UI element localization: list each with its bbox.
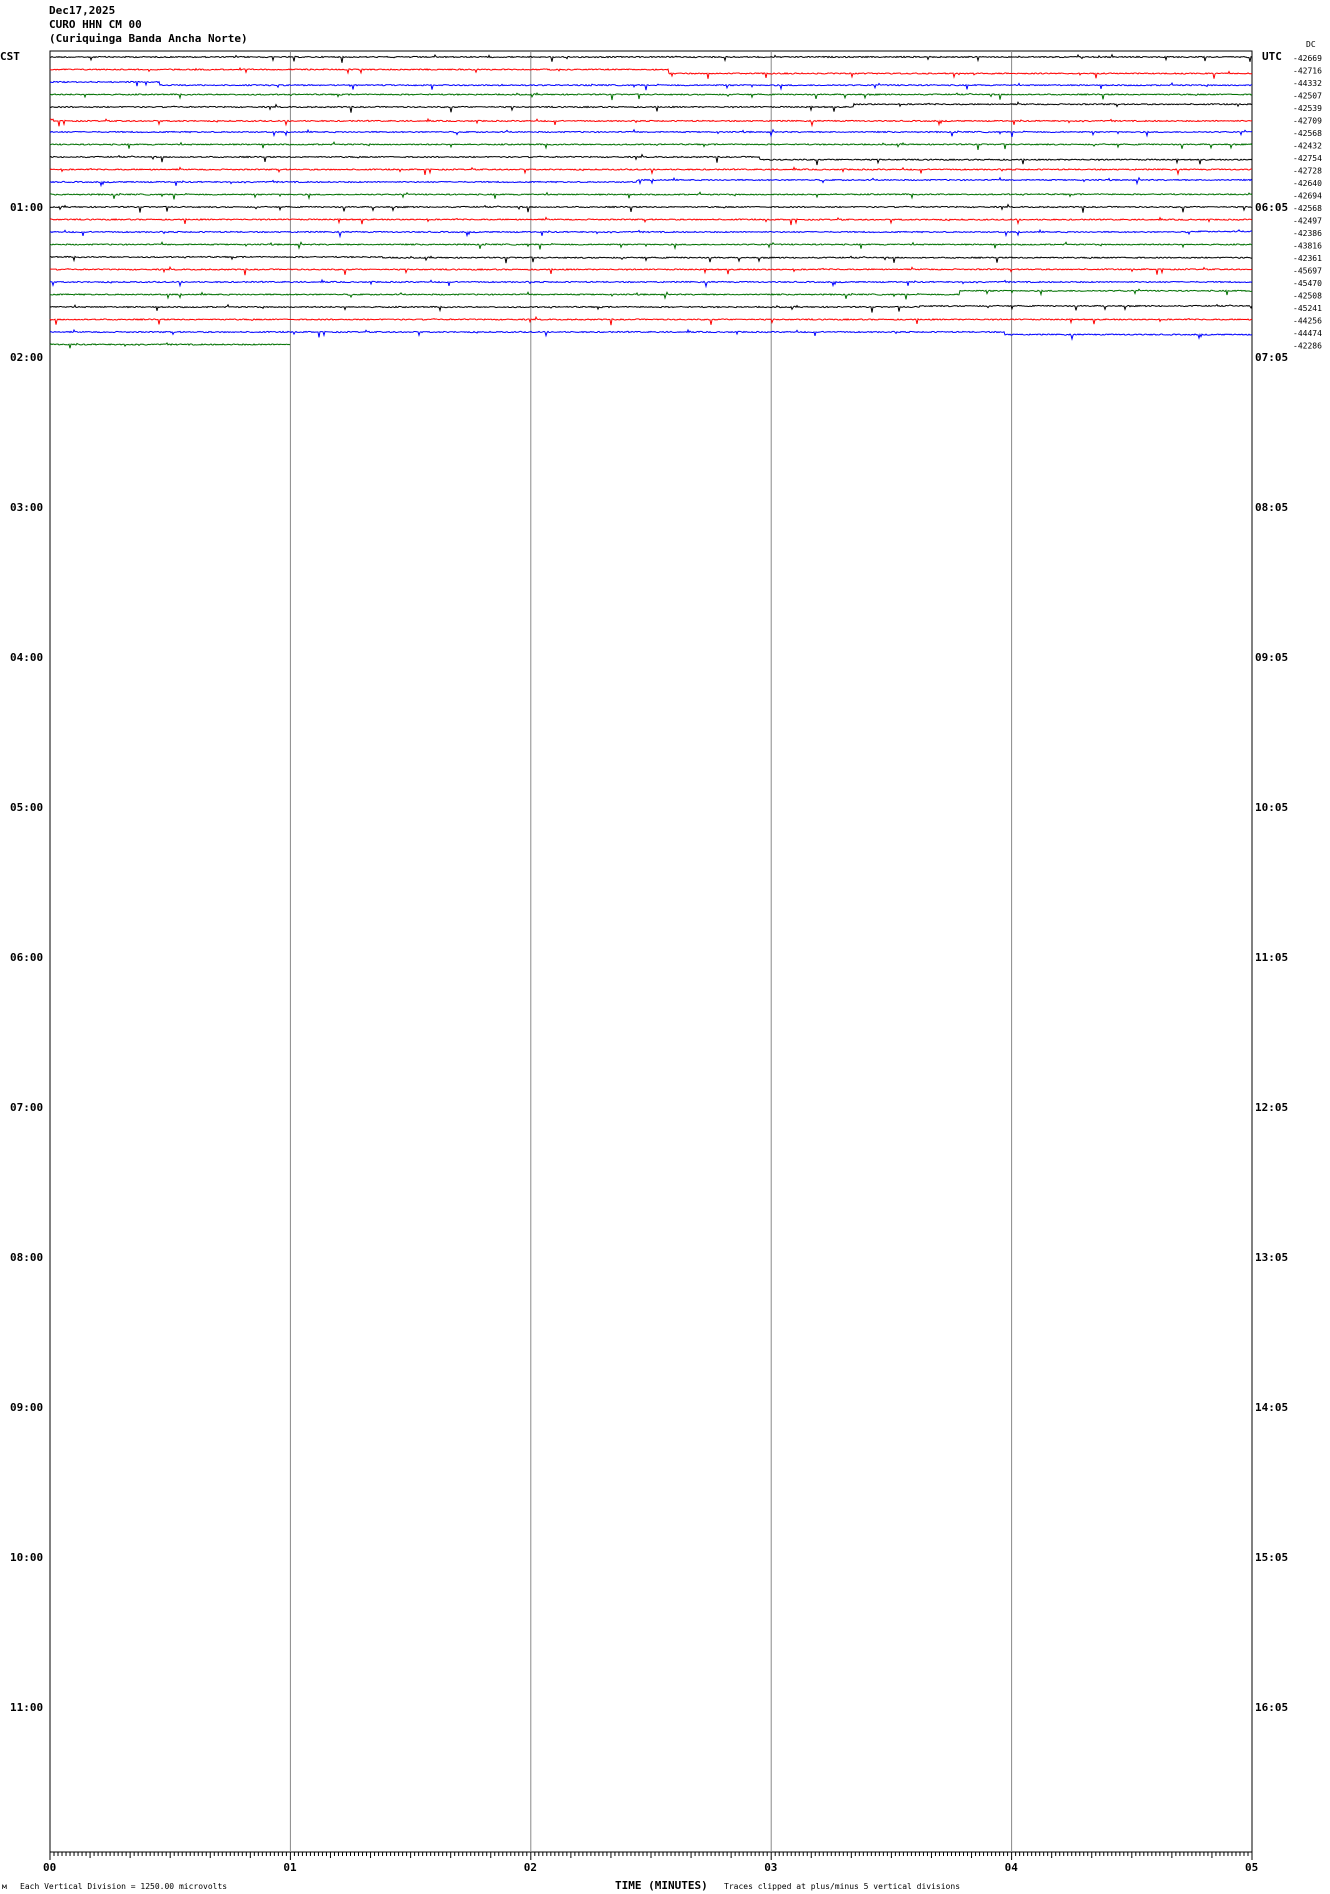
x-tick-label: 05 [1245, 1861, 1258, 1874]
trace-8 [49, 153, 1253, 166]
x-axis-title: TIME (MINUTES) [615, 1879, 708, 1892]
dc-offset-label: -42497 [1293, 217, 1322, 226]
dc-label: DC [1306, 40, 1316, 49]
dc-offset-label: -45697 [1293, 267, 1322, 276]
trace-1 [49, 67, 1253, 79]
dc-offset-label: -44332 [1293, 79, 1322, 88]
trace-14 [49, 228, 1253, 239]
trace-19 [49, 288, 1253, 300]
trace-4 [49, 101, 1253, 113]
trace-22 [49, 328, 1253, 341]
dc-offset-label: -42694 [1293, 192, 1322, 201]
trace-12 [49, 203, 1253, 213]
dc-offset-label: -42640 [1293, 179, 1322, 188]
left-hour-label: 07:00 [10, 1101, 43, 1114]
dc-offset-label: -42716 [1293, 67, 1322, 76]
left-hour-label: 08:00 [10, 1251, 43, 1264]
trace-23 [49, 342, 291, 349]
right-hour-label: 16:05 [1255, 1701, 1288, 1714]
dc-offset-label: -42754 [1293, 154, 1322, 163]
station-name: (Curiquinga Banda Ancha Norte) [49, 32, 248, 45]
left-hour-label: 11:00 [10, 1701, 43, 1714]
dc-offset-label: -42286 [1293, 342, 1322, 351]
right-hour-label: 09:05 [1255, 651, 1288, 664]
right-hour-label: 06:05 [1255, 201, 1288, 214]
scale-note: Each Vertical Division = 1250.00 microvo… [20, 1882, 228, 1891]
trace-7 [49, 141, 1253, 150]
x-tick-label: 01 [283, 1861, 297, 1874]
dc-offset-label: -44474 [1293, 329, 1322, 338]
right-hour-label: 15:05 [1255, 1551, 1288, 1564]
x-tick-label: 04 [1005, 1861, 1019, 1874]
trace-6 [49, 128, 1253, 138]
trace-16 [50, 255, 1253, 264]
x-tick-label: 03 [764, 1861, 777, 1874]
station-code: CURO HHN CM 00 [49, 18, 142, 31]
left-hour-label: 10:00 [10, 1551, 43, 1564]
trace-15 [49, 241, 1253, 251]
left-timezone-label: CST [0, 50, 20, 63]
dc-offset-label: -42361 [1293, 254, 1322, 263]
right-hour-label: 11:05 [1255, 951, 1288, 964]
trace-0 [50, 53, 1252, 63]
dc-offset-label: -42669 [1293, 54, 1322, 63]
left-hour-label: 06:00 [10, 951, 43, 964]
right-hour-label: 13:05 [1255, 1251, 1288, 1264]
left-hour-label: 01:00 [10, 201, 43, 214]
right-hour-label: 12:05 [1255, 1101, 1288, 1114]
dc-offset-label: -43816 [1293, 242, 1322, 251]
trace-17 [49, 265, 1253, 276]
dc-offset-label: -42507 [1293, 92, 1322, 101]
dc-offset-label: -42709 [1293, 117, 1322, 126]
left-hour-label: 09:00 [10, 1401, 43, 1414]
left-hour-label: 04:00 [10, 651, 43, 664]
right-hour-label: 14:05 [1255, 1401, 1288, 1414]
trace-9 [49, 166, 1252, 176]
trace-2 [49, 80, 1253, 91]
left-hour-label: 03:00 [10, 501, 43, 514]
right-hour-label: 10:05 [1255, 801, 1288, 814]
trace-11 [50, 191, 1253, 201]
x-tick-label: 00 [43, 1861, 56, 1874]
clip-note: Traces clipped at plus/minus 5 vertical … [724, 1882, 961, 1891]
trace-20 [49, 303, 1253, 313]
trace-18 [49, 278, 1253, 289]
dc-offset-label: -42728 [1293, 167, 1322, 176]
trace-5 [50, 117, 1253, 128]
trace-13 [49, 216, 1253, 226]
trace-10 [49, 176, 1253, 188]
dc-offset-label: -42508 [1293, 292, 1322, 301]
right-hour-label: 07:05 [1255, 351, 1288, 364]
dc-offset-label: -42568 [1293, 129, 1322, 138]
trace-21 [49, 315, 1253, 326]
dc-offset-label: -42539 [1293, 104, 1322, 113]
left-hour-label: 05:00 [10, 801, 43, 814]
trace-3 [49, 92, 1253, 101]
x-tick-label: 02 [524, 1861, 537, 1874]
dc-offset-label: -42386 [1293, 229, 1322, 238]
corner-mark: м [2, 1882, 7, 1891]
left-hour-label: 02:00 [10, 351, 43, 364]
plot-date: Dec17,2025 [49, 4, 116, 17]
dc-offset-label: -42432 [1293, 142, 1322, 151]
dc-offset-label: -42568 [1293, 204, 1322, 213]
dc-offset-label: -45241 [1293, 304, 1322, 313]
dc-offset-label: -44256 [1293, 317, 1322, 326]
dc-offset-label: -45470 [1293, 279, 1322, 288]
right-timezone-label: UTC [1262, 50, 1282, 63]
right-hour-label: 08:05 [1255, 501, 1288, 514]
